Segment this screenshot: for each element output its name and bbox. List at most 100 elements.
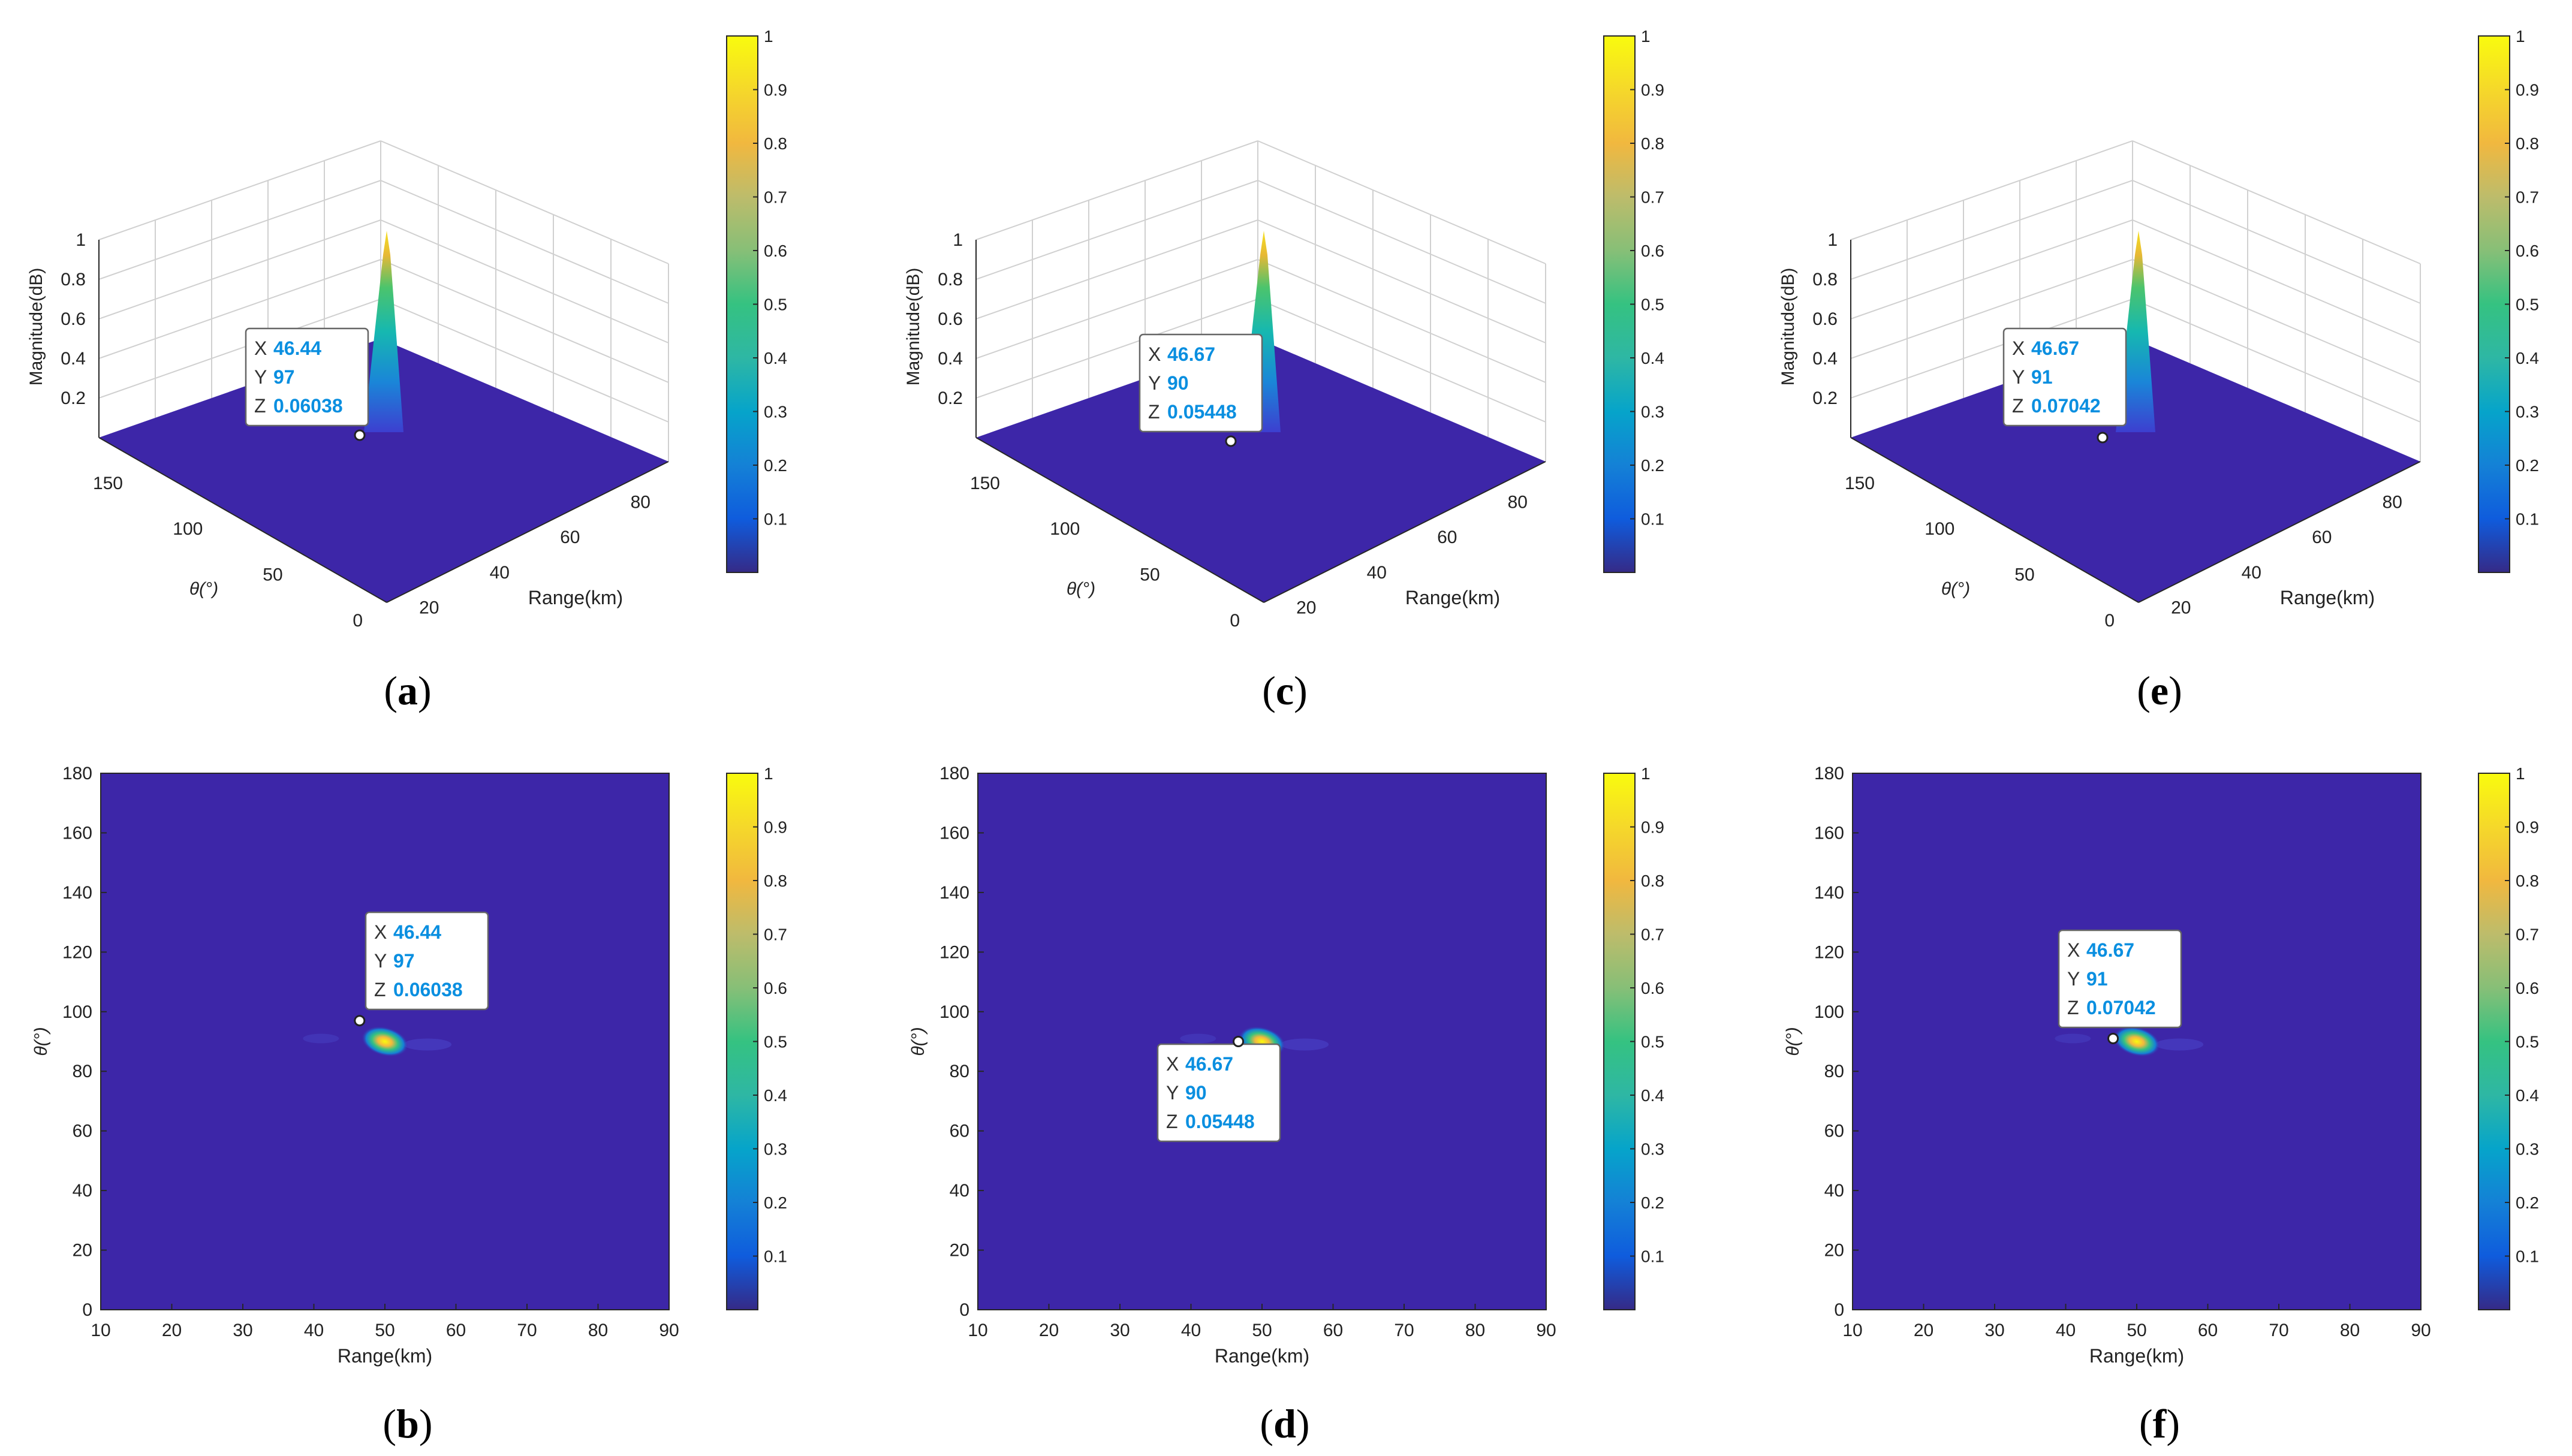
datatip-key: Y <box>374 950 387 972</box>
colorbar-tick-label: 0.5 <box>2516 1033 2539 1051</box>
surface-peak <box>364 231 403 432</box>
x-tick-label: 80 <box>1465 1321 1485 1340</box>
datatip-box <box>1157 1043 1281 1143</box>
y-tick-label: 120 <box>939 942 969 962</box>
grid-line <box>1850 180 2133 280</box>
z-tick-label: 0.4 <box>938 349 963 369</box>
x-tick-label: 70 <box>1394 1321 1414 1340</box>
colorbar-tick-label: 0.8 <box>764 134 787 153</box>
datatip-value: 97 <box>273 366 295 388</box>
right-wall <box>1258 141 1546 462</box>
x-tick-label: 60 <box>2198 1321 2218 1340</box>
y-tick-label: 0 <box>353 611 363 631</box>
datatip-value: 46.67 <box>2031 337 2079 359</box>
colorbar-tick-label: 0.8 <box>2516 872 2539 890</box>
datatip-value: 0.06038 <box>393 979 463 1000</box>
surface-floor <box>99 339 668 602</box>
y-tick-label: 50 <box>2014 565 2034 585</box>
datatip-value: 0.07042 <box>2086 997 2156 1018</box>
x-tick-label: 60 <box>446 1321 466 1340</box>
datatip-box <box>365 911 489 1011</box>
datatip-key: Z <box>1166 1111 1178 1132</box>
grid-line <box>98 219 381 319</box>
colorbar-tick-label: 0.5 <box>1641 296 1664 314</box>
colorbar-tick-label: 0.5 <box>764 296 787 314</box>
colorbar-tick-label: 0.4 <box>2516 349 2539 367</box>
colorbar-tick-label: 0.2 <box>1641 456 1664 475</box>
datatip-box <box>1139 333 1263 433</box>
colorbar-tick-label: 0.1 <box>764 1247 787 1266</box>
colorbar-tick-label: 0.7 <box>2516 188 2539 207</box>
colorbar-tick-label: 1 <box>2516 764 2525 783</box>
subfigure-caption: (d) <box>1260 1401 1309 1446</box>
colorbar-tick-label: 0.9 <box>1641 81 1664 100</box>
colorbar-tick-label: 0.6 <box>764 979 787 997</box>
grid-line <box>380 180 669 304</box>
x-axis-label: Range(km) <box>1215 1345 1309 1367</box>
y-tick-label: 160 <box>62 823 92 843</box>
y-tick-label: 80 <box>950 1062 969 1081</box>
y-tick-label: 140 <box>62 883 92 903</box>
colorbar-tick-label: 0.9 <box>1641 818 1664 837</box>
datatip-value: 46.44 <box>273 337 321 359</box>
datatip-box <box>245 327 369 427</box>
z-tick-label: 1 <box>1827 230 1838 250</box>
datatip-key: Y <box>254 366 267 388</box>
y-axis-label: θ(°) <box>1941 579 1970 599</box>
x-tick-label: 20 <box>1914 1321 1933 1340</box>
x-axis-label: Range(km) <box>338 1345 432 1367</box>
y-tick-label: 180 <box>939 764 969 783</box>
x-tick-label: 50 <box>2127 1321 2146 1340</box>
sidelobe <box>303 1033 339 1044</box>
x-tick-label: 20 <box>2171 598 2191 618</box>
z-tick-label: 0.2 <box>1812 388 1838 408</box>
datatip-key: Y <box>2067 968 2080 990</box>
x-tick-label: 80 <box>1508 492 1528 512</box>
x-tick-label: 20 <box>1296 598 1316 618</box>
colorbar-tick-label: 0.2 <box>1641 1193 1664 1212</box>
y-tick-label: 20 <box>73 1241 92 1261</box>
x-tick-label: 90 <box>659 1321 679 1340</box>
y-axis-label: θ(°) <box>189 579 218 599</box>
z-tick-label: 0.2 <box>61 388 86 408</box>
x-tick-label: 60 <box>2312 527 2332 547</box>
right-wall <box>2133 141 2420 462</box>
x-tick-label: 80 <box>631 492 650 512</box>
colorbar-tick-label: 0.2 <box>764 1193 787 1212</box>
y-tick-label: 60 <box>73 1122 92 1141</box>
x-tick-label: 30 <box>1110 1321 1130 1340</box>
grid-line <box>2132 299 2421 423</box>
grid-line <box>2132 259 2421 383</box>
subfigure-caption: (a) <box>384 668 431 713</box>
y-tick-label: 160 <box>1814 823 1844 843</box>
grid-line <box>380 140 669 264</box>
x-tick-label: 80 <box>2383 492 2402 512</box>
x-tick-label: 40 <box>304 1321 324 1340</box>
y-tick-label: 80 <box>73 1062 92 1081</box>
datatip-value: 91 <box>2031 366 2053 388</box>
grid-line <box>1257 140 1546 264</box>
x-tick-label: 40 <box>1367 563 1387 583</box>
subfigure-caption: (f) <box>2139 1401 2180 1446</box>
grid-line <box>2132 219 2421 343</box>
grid-line <box>380 259 669 383</box>
x-axis-label: Range(km) <box>528 587 623 608</box>
panel-3d-a: 0.2 0.4 0.6 0.8 1 Magnitude(dB) 0 50 100 150 20 40 6… <box>26 27 787 631</box>
y-tick-label: 0 <box>1834 1300 1844 1320</box>
y-tick-label: 120 <box>1814 942 1844 962</box>
x-tick-label: 60 <box>1437 527 1457 547</box>
z-tick-label: 0.6 <box>61 309 86 329</box>
colorbar-tick-label: 0.1 <box>2516 1247 2539 1266</box>
panel-2d-b: 10 20 30 40 50 60 70 80 90 0 20 40 60 80 100 120 140 160 1… <box>31 764 787 1367</box>
z-axis-label: Magnitude(dB) <box>903 268 923 386</box>
colorbar <box>726 773 758 1310</box>
datatip-value: 91 <box>2086 968 2108 990</box>
grid-line <box>1850 219 2133 319</box>
grid-line <box>1257 219 1546 343</box>
colorbar-tick-label: 0.4 <box>764 1086 787 1105</box>
y-axis <box>98 437 387 603</box>
grid-line <box>98 180 381 280</box>
colorbar-tick-label: 0.2 <box>2516 456 2539 475</box>
x-tick-label: 50 <box>1252 1321 1272 1340</box>
grid-line <box>975 299 1258 399</box>
